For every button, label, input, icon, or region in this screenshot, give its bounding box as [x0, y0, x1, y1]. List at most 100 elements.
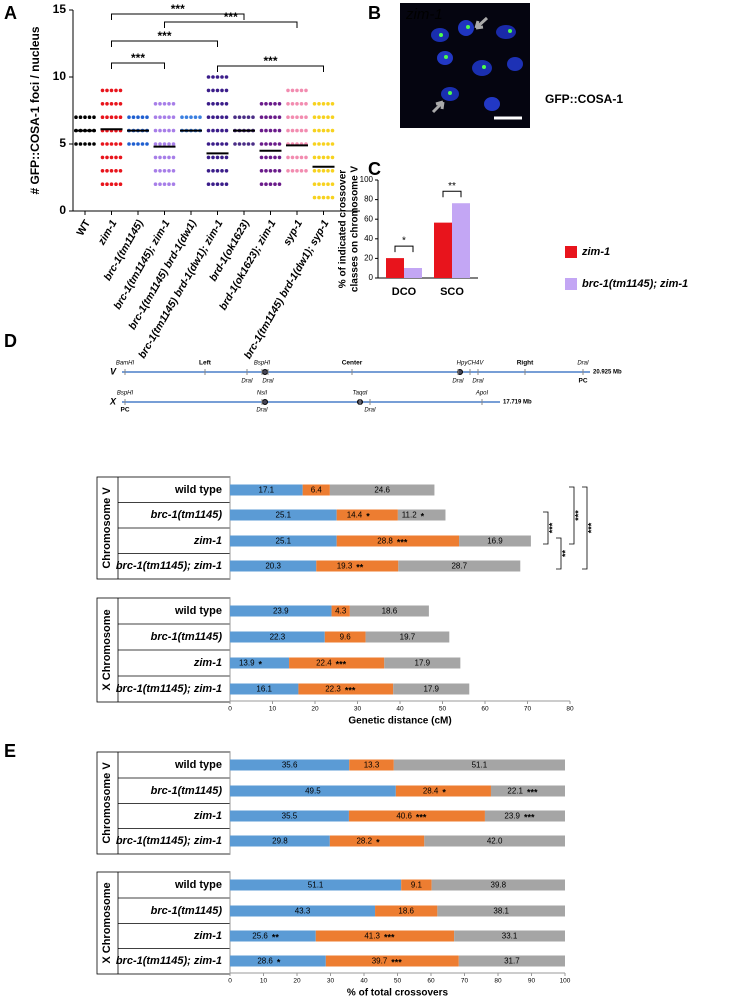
x-tick-label: DCO	[392, 286, 417, 298]
dot-group	[259, 115, 282, 119]
site-label: DraI	[364, 408, 376, 414]
bar-segment	[336, 535, 460, 547]
bar-segment	[230, 785, 396, 797]
dot-group	[206, 169, 229, 173]
centromere-marker	[262, 399, 268, 405]
site-label: Right	[517, 360, 534, 367]
bar-segment	[375, 905, 438, 917]
legend-swatch	[565, 246, 577, 258]
dot-group	[74, 142, 96, 146]
x-tick-label: 10	[269, 706, 277, 713]
bar-segment	[393, 683, 470, 695]
x-tick-label: 40	[396, 706, 404, 713]
value-label: 28.4	[423, 787, 439, 796]
value-label: 49.5	[305, 787, 321, 796]
value-label: 22.1	[507, 787, 523, 796]
dot-group	[259, 182, 282, 186]
value-label: 25.6	[252, 932, 268, 941]
chromosome-size: 20.925 Mb	[593, 370, 622, 376]
dot-group	[312, 169, 335, 173]
x-tick-label: 10	[260, 978, 268, 985]
dot-group	[286, 115, 308, 119]
significance-bracket	[556, 537, 562, 570]
significance-label: ***	[586, 522, 596, 533]
dot-group	[100, 142, 123, 146]
row-label: brc-1(tm1145)	[151, 785, 223, 797]
y-tick-label: 20	[364, 254, 373, 263]
value-label: 16.1	[256, 685, 272, 694]
bar-segment	[398, 560, 521, 572]
dot-group	[153, 128, 176, 133]
bar-segment	[230, 560, 317, 572]
value-label: 6.4	[311, 486, 323, 495]
dot-group	[259, 102, 282, 106]
x-tick-label: 90	[528, 978, 536, 985]
significance-label: *	[366, 511, 370, 521]
row-label: brc-1(tm1145)	[151, 905, 223, 917]
dot-group	[206, 75, 229, 79]
value-label: 18.6	[398, 907, 414, 916]
value-label: 22.4	[316, 659, 332, 668]
dot-group	[100, 115, 123, 120]
nucleus	[472, 60, 492, 76]
value-label: 13.9	[239, 659, 255, 668]
dot-group	[206, 128, 229, 133]
dot-group	[127, 115, 149, 119]
row-label: zim-1	[193, 930, 222, 942]
nucleus	[507, 57, 523, 71]
bar-segment	[424, 835, 565, 847]
bar-segment	[230, 657, 290, 669]
focus	[448, 91, 452, 95]
dot-group	[312, 142, 335, 146]
bar-segment	[331, 605, 350, 617]
bar-segment	[230, 605, 332, 617]
y-axis-label: % of indicated crossover	[338, 170, 349, 288]
legend-label: brc-1(tm1145); zim-1	[582, 278, 688, 290]
x-tick-label: 30	[354, 706, 362, 713]
dot-group	[180, 115, 202, 119]
site-label: DraI	[452, 379, 464, 385]
x-tick-label: 80	[566, 706, 574, 713]
significance-label: *	[402, 236, 406, 247]
significance-bracket	[582, 486, 588, 570]
dot-group	[312, 195, 335, 200]
bar-segment	[395, 785, 491, 797]
dot-group	[286, 88, 308, 93]
chromosome-size: 17.719 Mb	[503, 400, 532, 406]
significance-label: *	[376, 837, 380, 847]
y-tick-label: 60	[364, 214, 373, 223]
bar-segment	[329, 835, 425, 847]
significance-label: *	[259, 659, 263, 669]
group-label: X Chromosome	[101, 609, 113, 690]
bar-segment	[349, 759, 394, 771]
value-label: 22.3	[325, 685, 341, 694]
y-tick-label: 15	[53, 2, 67, 16]
image-caption: GFP::COSA-1	[545, 92, 623, 106]
bar-segment	[458, 955, 565, 967]
value-label: 28.6	[257, 957, 273, 966]
significance-bracket	[111, 13, 245, 20]
dot-group	[153, 102, 176, 106]
significance-label: ***	[524, 812, 535, 822]
significance-label: *	[442, 787, 446, 797]
bar-segment	[230, 930, 316, 942]
site-label: DraI	[241, 379, 253, 385]
arrow	[431, 100, 445, 114]
group-label: Chromosome V	[101, 487, 113, 569]
site-label: BspHI	[117, 391, 134, 397]
value-label: 42.0	[487, 837, 503, 846]
bar-segment	[431, 879, 565, 891]
value-label: 20.3	[265, 562, 281, 571]
row-label: brc-1(tm1145); zim-1	[116, 683, 222, 695]
x-tick-label: 60	[481, 706, 489, 713]
y-tick-label: 40	[364, 234, 373, 243]
bar-segment	[324, 631, 366, 643]
value-label: 16.9	[487, 537, 503, 546]
value-label: 43.3	[295, 907, 311, 916]
significance-label: *	[421, 511, 425, 521]
focus	[444, 55, 448, 59]
bar-segment	[348, 810, 485, 822]
nucleus	[484, 97, 500, 111]
significance-label: ***	[573, 510, 583, 521]
